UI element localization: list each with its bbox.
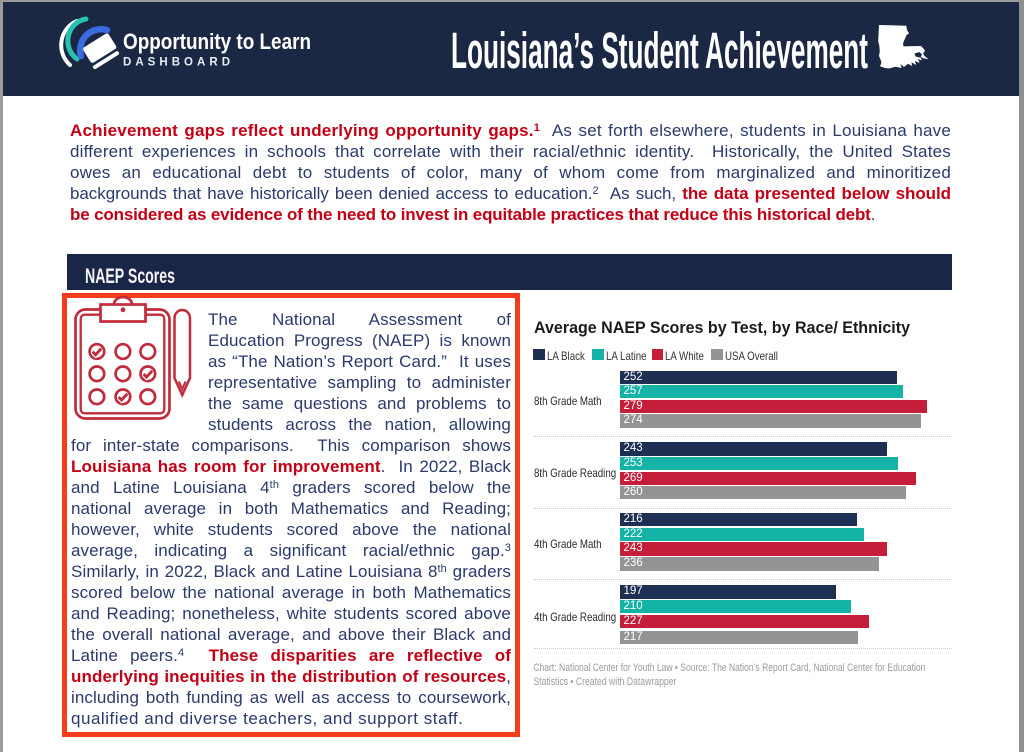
svg-text:Opportunity to Learn: Opportunity to Learn [123, 29, 311, 54]
svg-text:Louisiana’s Student Achievemen: Louisiana’s Student Achievement [451, 22, 868, 79]
svg-text:Average NAEP Scores by Test, b: Average NAEP Scores by Test, by Race/ Et… [534, 319, 911, 337]
svg-text:NAEP Scores: NAEP Scores [85, 265, 175, 288]
svg-text:DASHBOARD: DASHBOARD [123, 57, 230, 69]
svg-text:Statistics • Created with Data: Statistics • Created with Datawrapper [533, 676, 676, 688]
svg-text:Chart: National Center for You: Chart: National Center for Youth Law • S… [533, 662, 925, 674]
